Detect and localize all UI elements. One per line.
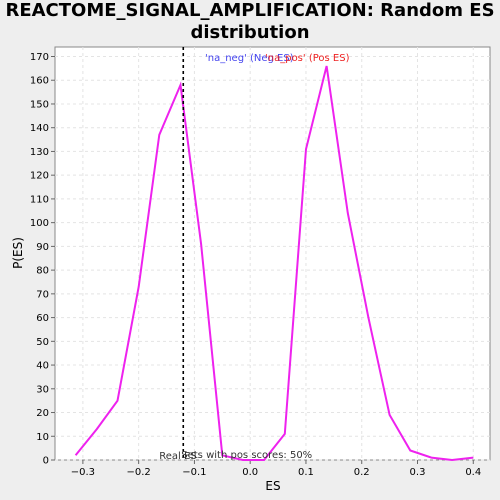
- es-distribution-line: [74, 65, 474, 462]
- y-tick-label: 160: [30, 76, 49, 87]
- legend-neg-label: 'na_neg' (Neg ES): [205, 53, 294, 64]
- y-tick-label: 70: [36, 289, 49, 300]
- series-group: [74, 65, 474, 462]
- chart-title: REACTOME_SIGNAL_AMPLIFICATION: Random ES…: [0, 0, 500, 44]
- real-es-label: Real ES: [159, 451, 196, 462]
- y-tick-label: 110: [30, 194, 49, 205]
- y-tick-label: 0: [43, 456, 49, 467]
- x-tick-label: −0.2: [127, 467, 151, 478]
- y-axis-ticks: 0 10 20 30 40 50 60 70 80 90 100 110 120 130 140 150 160…: [30, 52, 55, 467]
- y-tick-label: 30: [36, 384, 49, 395]
- pos-scores-annotation: Sets with pos scores: 50%: [181, 450, 312, 461]
- y-tick-label: 100: [30, 218, 49, 229]
- chart-title-line1: REACTOME_SIGNAL_AMPLIFICATION: Random ES: [5, 0, 495, 21]
- y-tick-label: 90: [36, 242, 49, 253]
- x-axis-ticks: −0.3 −0.2 −0.1 0.0 0.1 0.2 0.3 0.4: [71, 460, 481, 478]
- y-tick-label: 130: [30, 147, 49, 158]
- x-tick-label: −0.1: [182, 467, 206, 478]
- x-tick-label: 0.2: [354, 467, 370, 478]
- x-tick-label: 0.1: [298, 467, 314, 478]
- x-tick-label: 0.3: [410, 467, 426, 478]
- y-tick-label: 150: [30, 99, 49, 110]
- x-tick-label: 0.4: [465, 467, 481, 478]
- grid-lines: [55, 47, 490, 461]
- x-tick-label: −0.3: [71, 467, 95, 478]
- y-tick-label: 140: [30, 123, 49, 134]
- y-tick-label: 40: [36, 361, 49, 372]
- y-tick-label: 20: [36, 408, 49, 419]
- chart-title-line2: distribution: [190, 22, 310, 43]
- x-axis-label: ES: [265, 479, 280, 493]
- plot-area: [54, 46, 491, 461]
- x-tick-label: 0.0: [242, 467, 258, 478]
- y-tick-label: 170: [30, 52, 49, 63]
- y-tick-label: 10: [36, 432, 49, 443]
- y-tick-label: 80: [36, 266, 49, 277]
- y-tick-label: 60: [36, 313, 49, 324]
- y-axis-label: P(ES): [11, 237, 25, 269]
- legend-pos-label: 'na_pos' (Pos ES): [265, 53, 350, 64]
- y-tick-label: 120: [30, 171, 49, 182]
- y-tick-label: 50: [36, 337, 49, 348]
